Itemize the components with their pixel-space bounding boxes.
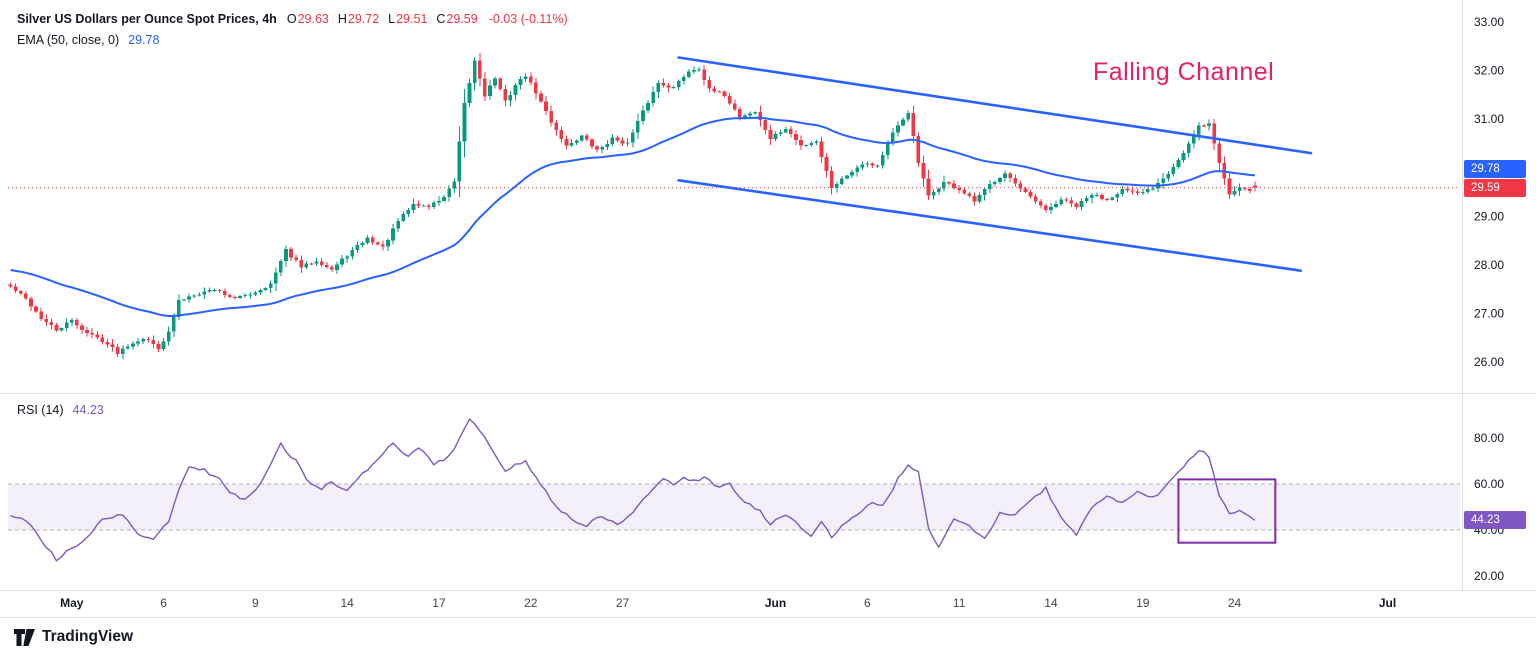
svg-text:33.00: 33.00: [1474, 15, 1504, 29]
low-label: L: [388, 11, 396, 26]
change-value: -0.03 (-0.11%): [488, 11, 568, 26]
svg-text:6: 6: [160, 596, 167, 610]
falling-channel-annotation[interactable]: Falling Channel: [1093, 58, 1275, 86]
svg-text:24: 24: [1228, 596, 1242, 610]
svg-text:14: 14: [340, 596, 354, 610]
svg-text:28.00: 28.00: [1474, 258, 1504, 272]
svg-text:9: 9: [252, 596, 259, 610]
high-label: H: [337, 11, 347, 26]
rsi-highlight-box[interactable]: [1177, 478, 1277, 544]
footer-bar: TradingView: [0, 618, 1536, 658]
tradingview-wordmark: TradingView: [42, 628, 134, 645]
open-value: 29.63: [297, 11, 329, 26]
ema-price-badge: 29.78: [1464, 159, 1526, 178]
rsi-value: 44.23: [72, 402, 104, 417]
candles: [8, 53, 1257, 360]
time-axis-labels[interactable]: May 6 9 14 17 22 27 Jun 6 11 14 19 24 Jul: [60, 596, 1396, 610]
rsi-value-badge: 44.23: [1464, 511, 1526, 530]
close-label: C: [436, 11, 446, 26]
channel-lower-trendline: [677, 179, 1303, 273]
svg-text:27.00: 27.00: [1474, 306, 1504, 320]
ema-legend-row[interactable]: EMA (50, close, 0) 29.78: [17, 29, 568, 50]
svg-text:Jul: Jul: [1379, 596, 1396, 610]
svg-text:22: 22: [524, 596, 538, 610]
falling-channel-trendlines[interactable]: [677, 56, 1313, 273]
ema-line[interactable]: [10, 116, 1255, 317]
svg-text:80.00: 80.00: [1474, 431, 1504, 445]
channel-upper-trendline: [677, 56, 1313, 155]
tradingview-brand[interactable]: TradingView: [14, 628, 133, 646]
close-value: 29.59: [446, 11, 478, 26]
svg-text:May: May: [60, 596, 84, 610]
svg-text:31.00: 31.00: [1474, 112, 1504, 126]
low-value: 29.51: [396, 11, 428, 26]
open-label: O: [286, 11, 297, 26]
last-price-badge: 29.59: [1464, 178, 1526, 197]
svg-text:29.00: 29.00: [1474, 209, 1504, 223]
rsi-line: [10, 417, 1256, 562]
svg-text:26.00: 26.00: [1474, 355, 1504, 369]
ema-label: EMA (50, close, 0): [17, 32, 120, 47]
high-value: 29.72: [347, 11, 380, 26]
rsi-label: RSI (14): [17, 402, 64, 417]
symbol-legend: Silver US Dollars per Ounce Spot Prices,…: [17, 8, 568, 50]
rsi-legend-row[interactable]: RSI (14) 44.23: [17, 399, 104, 420]
svg-text:6: 6: [864, 596, 871, 610]
svg-text:32.00: 32.00: [1474, 64, 1504, 78]
ema-value: 29.78: [128, 32, 160, 47]
svg-text:17: 17: [432, 596, 446, 610]
symbol-legend-row[interactable]: Silver US Dollars per Ounce Spot Prices,…: [17, 8, 568, 29]
svg-text:19: 19: [1136, 596, 1150, 610]
tradingview-logo-icon: [14, 628, 35, 646]
svg-text:60.00: 60.00: [1474, 477, 1504, 491]
symbol-title: Silver US Dollars per Ounce Spot Prices,…: [17, 11, 277, 26]
svg-text:27: 27: [616, 596, 630, 610]
svg-text:14: 14: [1044, 596, 1058, 610]
svg-text:11: 11: [953, 596, 966, 610]
svg-text:20.00: 20.00: [1474, 569, 1504, 583]
svg-text:Jun: Jun: [765, 596, 786, 610]
